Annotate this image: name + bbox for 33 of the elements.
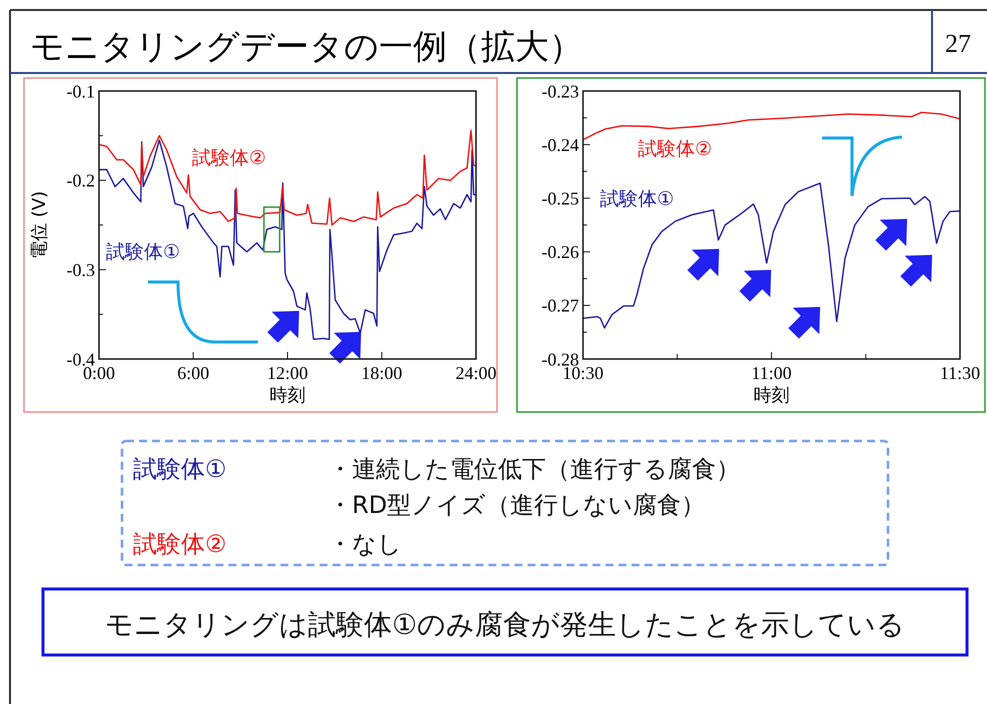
line-series [98, 139, 477, 340]
x-tick-label: 6:00 [177, 363, 210, 383]
x-tick-label: 18:00 [361, 363, 402, 383]
y-axis-title: 電位 (V) [29, 190, 50, 260]
line-series [98, 130, 477, 226]
x-tick-label: 24:00 [455, 363, 497, 383]
y-tick-label: -0.1 [66, 81, 95, 102]
x-tick-label: 12:00 [266, 363, 308, 383]
y-tick-label: -0.23 [542, 81, 579, 102]
text: 試験体① [133, 455, 227, 483]
text: 27 [945, 29, 971, 58]
y-tick-label: -0.25 [542, 188, 579, 208]
series-label: 試験体① [600, 188, 674, 210]
series-label: 試験体② [638, 138, 712, 160]
text: モニタリングデータの一例（拡大） [30, 27, 583, 67]
line-series [582, 112, 961, 140]
y-tick-label: -0.26 [542, 242, 579, 262]
line-series [582, 182, 961, 329]
y-tick-label: -0.2 [66, 170, 95, 191]
text: ・なし [328, 530, 402, 558]
y-tick-label: -0.27 [542, 296, 579, 316]
series-label: 試験体① [106, 241, 180, 263]
x-axis-title: 時刻 [754, 385, 790, 406]
text: ・RD型ノイズ（進行しない腐食） [328, 491, 706, 519]
text: 試験体② [133, 530, 227, 558]
x-tick-label: 11:30 [940, 363, 980, 383]
x-axis-title: 時刻 [270, 385, 306, 406]
x-tick-label: 11:00 [751, 363, 792, 383]
y-tick-label: -0.24 [542, 134, 579, 155]
text: ・連続した電位低下（進行する腐食） [328, 455, 740, 483]
y-tick-label: -0.3 [66, 260, 95, 280]
series-label: 試験体② [192, 147, 266, 169]
text: モニタリングは試験体①のみ腐食が発生したことを示している [104, 608, 906, 641]
